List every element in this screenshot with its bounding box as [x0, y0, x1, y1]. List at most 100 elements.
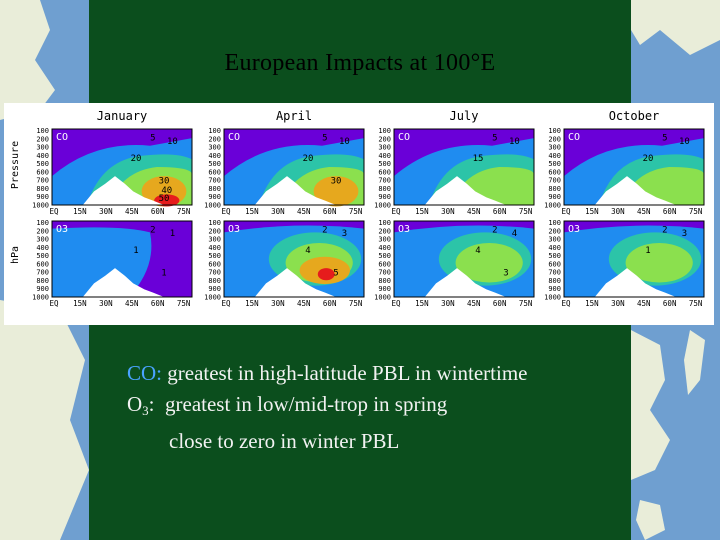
- pressure-tick: 400: [208, 152, 221, 160]
- latitude-tick: 15N: [415, 207, 429, 216]
- latitude-tick: 30N: [611, 207, 625, 216]
- latitude-tick: 75N: [349, 299, 363, 308]
- co-january-frame: [51, 128, 193, 206]
- o3-july-contour-label: 4: [475, 246, 480, 256]
- latitude-tick: 45N: [467, 299, 481, 308]
- pressure-tick: 800: [378, 277, 391, 285]
- co-october-contour-label: 5: [662, 133, 667, 143]
- o3-july-contour-label: 2: [492, 225, 497, 235]
- latitude-tick: EQ: [221, 207, 231, 216]
- pressure-tick: 800: [36, 185, 49, 193]
- column-title-january: January: [97, 109, 148, 123]
- latitude-tick: 45N: [297, 207, 311, 216]
- pressure-tick: 800: [36, 277, 49, 285]
- o3-april-contour-label: 4: [305, 246, 310, 256]
- o3-april-terrain: [254, 268, 336, 297]
- o3-october-contour-label: 2: [662, 225, 667, 235]
- land-europe: [0, 0, 55, 120]
- co-july-frame: [393, 128, 535, 206]
- pressure-tick: 1000: [374, 293, 391, 301]
- pressure-tick: 900: [208, 285, 221, 293]
- pressure-tick: 300: [378, 236, 391, 244]
- caption-line-co: CO: greatest in high-latitude PBL in win…: [127, 358, 528, 389]
- pressure-tick: 300: [378, 144, 391, 152]
- co-july-contour-label: 5: [492, 133, 497, 143]
- pressure-tick: 700: [36, 177, 49, 185]
- co-july-terrain: [424, 176, 506, 205]
- latitude-tick: 45N: [297, 299, 311, 308]
- pressure-tick: 500: [36, 252, 49, 260]
- pressure-tick: 500: [378, 252, 391, 260]
- pressure-tick: 700: [208, 177, 221, 185]
- pressure-tick: 400: [208, 244, 221, 252]
- pressure-tick: 900: [36, 193, 49, 201]
- caption-line-o3: O3: greatest in low/mid-trop in spring: [127, 389, 528, 426]
- latitude-tick: 15N: [245, 299, 259, 308]
- co-april-contour-label: 10: [339, 137, 350, 147]
- pressure-tick: 100: [36, 127, 49, 135]
- caption-o3-label: O: [127, 392, 143, 416]
- pressure-tick: 1000: [32, 201, 49, 209]
- latitude-tick: 45N: [125, 299, 139, 308]
- co-october-terrain: [594, 176, 676, 205]
- caption-winter-text: close to zero in winter PBL: [169, 429, 400, 453]
- pressure-tick: 600: [208, 260, 221, 268]
- contour-figure: Pressure hPa January April July October CO 5 10 2…: [4, 103, 714, 325]
- caption-co-label: CO:: [127, 361, 163, 385]
- pressure-tick: 400: [36, 244, 49, 252]
- contour-figure-svg: Pressure hPa January April July October CO 5 10 2…: [10, 109, 705, 308]
- ylabel-top: Pressure: [10, 141, 21, 189]
- o3-july-terrain: [424, 268, 506, 297]
- co-january-terrain: [82, 176, 164, 205]
- latitude-tick: 45N: [637, 207, 651, 216]
- pressure-tick: 500: [378, 160, 391, 168]
- o3-january-contour-label: 2: [150, 225, 155, 235]
- latitude-tick: 15N: [73, 299, 87, 308]
- latitude-tick: 30N: [99, 207, 113, 216]
- co-january-species-label: CO: [56, 132, 68, 143]
- o3-october-contour-label: 3: [682, 229, 687, 239]
- pressure-tick: 500: [36, 160, 49, 168]
- co-january-contour-label: 5: [150, 133, 155, 143]
- latitude-tick: 60N: [663, 299, 677, 308]
- pressure-tick: 700: [378, 269, 391, 277]
- pressure-tick: 200: [378, 227, 391, 235]
- o3-july-frame: [393, 220, 535, 298]
- o3-october-species-label: O3: [568, 224, 580, 235]
- pressure-tick: 900: [378, 285, 391, 293]
- pressure-tick: 800: [548, 185, 561, 193]
- pressure-tick: 1000: [374, 201, 391, 209]
- pressure-tick: 500: [548, 160, 561, 168]
- latitude-tick: 45N: [637, 299, 651, 308]
- latitude-tick: 15N: [245, 207, 259, 216]
- pressure-tick: 300: [208, 144, 221, 152]
- pressure-tick: 200: [548, 227, 561, 235]
- co-april-frame: [223, 128, 365, 206]
- pressure-tick: 600: [548, 260, 561, 268]
- pressure-tick: 100: [378, 127, 391, 135]
- co-january-red-core: [154, 194, 180, 207]
- pressure-tick: 300: [36, 144, 49, 152]
- column-title-october: October: [609, 109, 660, 123]
- caption: CO: greatest in high-latitude PBL in win…: [127, 358, 528, 457]
- latitude-tick: 30N: [271, 299, 285, 308]
- pressure-tick: 400: [378, 152, 391, 160]
- pressure-tick: 700: [378, 177, 391, 185]
- co-october-contour-label: 10: [679, 137, 690, 147]
- co-october-species-label: CO: [568, 132, 580, 143]
- pressure-tick: 1000: [32, 293, 49, 301]
- pressure-tick: 100: [548, 127, 561, 135]
- latitude-tick: 30N: [99, 299, 113, 308]
- o3-january-contour-label: 1: [170, 229, 175, 239]
- latitude-tick: EQ: [49, 207, 59, 216]
- o3-july-species-label: O3: [398, 224, 410, 235]
- latitude-tick: 45N: [125, 207, 139, 216]
- land-asia-north: [631, 0, 720, 55]
- latitude-tick: 15N: [585, 299, 599, 308]
- pressure-tick: 600: [36, 168, 49, 176]
- co-july-species-label: CO: [398, 132, 410, 143]
- pressure-tick: 900: [208, 193, 221, 201]
- pressure-tick: 100: [548, 219, 561, 227]
- latitude-tick: 75N: [689, 299, 703, 308]
- latitude-tick: 15N: [585, 207, 599, 216]
